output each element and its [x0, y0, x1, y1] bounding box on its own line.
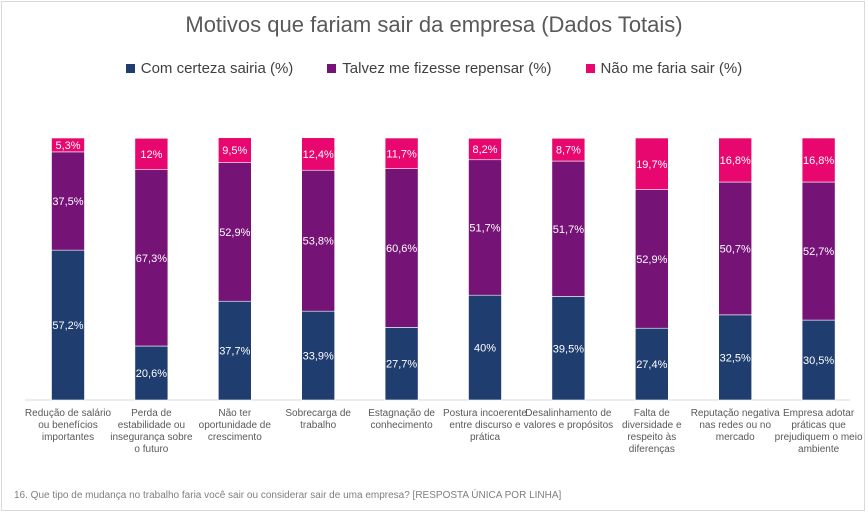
data-label: 57,2% [52, 320, 83, 332]
bar-segment [51, 151, 85, 251]
data-label: 52,7% [803, 246, 834, 258]
data-label: 52,9% [219, 227, 250, 239]
bar-segment [801, 181, 836, 321]
bar-segment [301, 169, 336, 312]
bar-segment [634, 137, 669, 190]
bar-segment [134, 137, 169, 171]
category-label: Falta de diversidade e respeito às difer… [622, 408, 682, 455]
bar-segment [468, 159, 502, 296]
data-label: 51,7% [553, 224, 584, 236]
bar-segment [551, 160, 586, 297]
data-label: 32,5% [720, 352, 751, 364]
category-label: Empresa adotar práticas que prejudiquem … [774, 408, 863, 455]
data-label: 12% [140, 149, 162, 161]
category-label: Não ter oportunidade de crescimento [198, 408, 271, 443]
bar-segment [801, 137, 836, 183]
bar-segment [634, 189, 669, 329]
legend-label: Talvez me fizesse repensar (%) [342, 60, 552, 77]
bar-segment [218, 162, 252, 302]
data-label: 20,6% [136, 368, 167, 380]
data-label: 67,3% [136, 253, 167, 265]
bar-segment [51, 137, 85, 153]
bar-segment [384, 327, 419, 401]
bar-segment [718, 181, 753, 316]
legend-swatch [327, 64, 337, 73]
bar-segment [551, 137, 586, 162]
legend-swatch [125, 64, 135, 73]
bar-segment [718, 137, 753, 183]
bar-segment [551, 296, 586, 401]
bar-segment [301, 310, 336, 401]
data-label: 30,5% [803, 355, 834, 367]
bar-segment [801, 319, 836, 401]
data-label: 16,8% [720, 155, 751, 167]
chart-title: Motivos que fariam sair da empresa (Dado… [185, 12, 683, 37]
data-label: 12,4% [303, 149, 334, 161]
category-label: Postura incoerente entre discurso e prát… [443, 408, 527, 443]
bar-segment [51, 249, 85, 401]
category-label: Estagnação de conhecimento [368, 408, 435, 431]
data-label: 51,7% [469, 222, 500, 234]
legend-item-nao: Não me faria sair (%) [585, 60, 743, 77]
data-label: 39,5% [553, 343, 584, 355]
legend-label: Não me faria sair (%) [600, 60, 743, 77]
category-label: Reputação negativa nas redes ou no merca… [690, 408, 780, 443]
data-label: 11,7% [386, 148, 417, 160]
data-label: 9,5% [222, 145, 247, 157]
data-label: 19,7% [636, 159, 667, 171]
data-label: 27,4% [636, 359, 667, 371]
bar-segment [301, 137, 336, 171]
legend-swatch [585, 64, 595, 73]
footnote: 16. Que tipo de mudança no trabalho fari… [14, 490, 562, 501]
data-label: 52,9% [636, 254, 667, 266]
data-label: 37,7% [219, 346, 250, 358]
legend-item-certeza: Com certeza sairia (%) [125, 60, 294, 77]
bar-segment [218, 300, 252, 401]
data-label: 40% [474, 343, 496, 355]
bar-segment [718, 314, 753, 401]
data-label: 37,5% [52, 196, 83, 208]
legend-label: Com certeza sairia (%) [140, 60, 294, 77]
data-label: 8,2% [472, 144, 497, 156]
data-label: 33,9% [303, 351, 334, 363]
category-label: Perda de estabilidade ou insegurança sob… [110, 408, 193, 455]
data-label: 60,6% [386, 243, 417, 255]
data-label: 16,8% [803, 155, 834, 167]
data-label: 50,7% [720, 243, 751, 255]
data-label: 5,3% [55, 140, 80, 152]
bar-segment [218, 137, 252, 163]
data-label: 27,7% [386, 359, 417, 371]
category-label: Sobrecarga de trabalho [285, 408, 351, 431]
category-label: Desalinhamento de valores e propósitos [523, 408, 614, 431]
category-label: Redução de salário ou benefícios importa… [24, 408, 112, 443]
bar-segment [468, 137, 502, 161]
bar-segment [384, 137, 419, 169]
legend-item-talvez: Talvez me fizesse repensar (%) [327, 60, 552, 77]
bar-segment [134, 345, 169, 401]
data-label: 53,8% [303, 236, 334, 248]
bar-segment [634, 327, 669, 401]
data-label: 8,7% [556, 145, 581, 157]
legend: Com certeza sairia (%) Talvez me fizesse… [0, 60, 868, 77]
bar-segment [468, 294, 502, 401]
